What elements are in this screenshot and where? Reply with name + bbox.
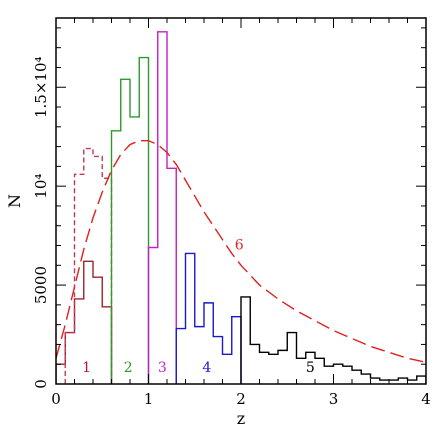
bin-label-4: 4 xyxy=(202,360,211,376)
series-2-step-line xyxy=(110,56,150,384)
x-tick-label: 2 xyxy=(236,390,246,408)
y-tick-label: 10⁴ xyxy=(32,174,50,199)
x-tick-label: 4 xyxy=(421,390,431,408)
bin-labels: 1 2 3 4 5 6 xyxy=(82,237,315,376)
x-tick-label: 1 xyxy=(144,390,154,408)
bin-label-5: 5 xyxy=(306,360,315,376)
series-1-step-dashed-line xyxy=(64,147,113,384)
series-3-step-line xyxy=(147,31,177,384)
bin-label-2: 2 xyxy=(124,360,133,376)
bin-label-3: 3 xyxy=(158,360,167,376)
plot-area xyxy=(56,31,426,384)
bin-label-1: 1 xyxy=(82,360,91,376)
x-tick-label: 0 xyxy=(51,390,61,408)
series-6-dashed-curve-line xyxy=(56,139,426,363)
y-tick-label: 1.5×10⁴ xyxy=(32,56,50,118)
x-axis-label: z xyxy=(237,409,245,428)
y-tick-label: 0 xyxy=(32,379,50,389)
y-tick-label: 5000 xyxy=(32,266,50,304)
y-axis-label: N xyxy=(5,194,24,208)
series-5-step-line xyxy=(240,296,426,384)
series-4-step-line xyxy=(175,252,242,384)
axis-ticks xyxy=(55,18,427,385)
x-tick-label: 3 xyxy=(329,390,339,408)
bin-label-6: 6 xyxy=(235,237,244,253)
